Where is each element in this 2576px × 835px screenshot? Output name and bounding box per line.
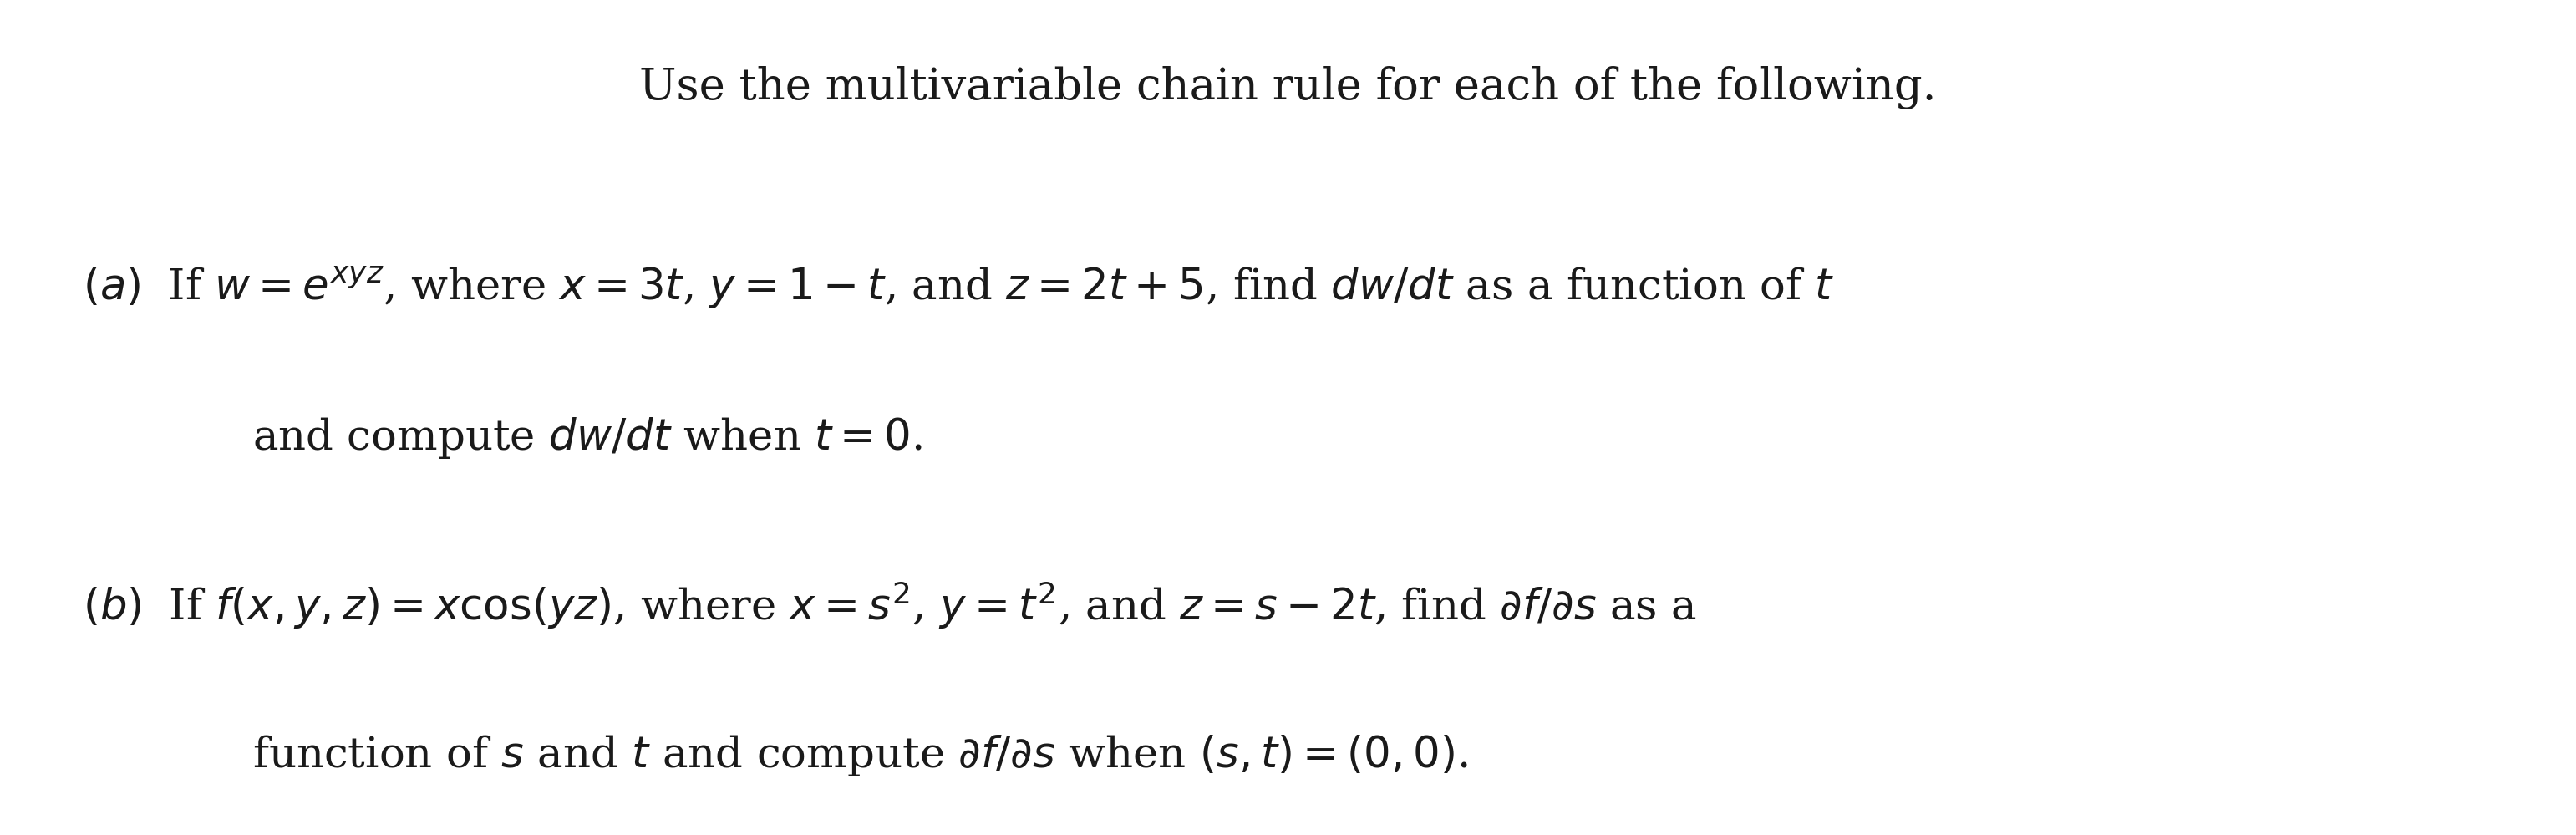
- Text: $(b)\;$ If $f(x,y,z) = x\cos(yz)$, where $x = s^2$, $y = t^2$, and $z = s - 2t$,: $(b)\;$ If $f(x,y,z) = x\cos(yz)$, where…: [82, 579, 1698, 631]
- Text: Use the multivariable chain rule for each of the following.: Use the multivariable chain rule for eac…: [639, 66, 1937, 109]
- Text: $(a)\;$ If $w = e^{xyz}$, where $x = 3t$, $y = 1-t$, and $z = 2t+5$, find $dw/dt: $(a)\;$ If $w = e^{xyz}$, where $x = 3t$…: [82, 265, 1834, 311]
- Text: function of $s$ and $t$ and compute $\partial f/\partial s$ when $(s,t) = (0,0)$: function of $s$ and $t$ and compute $\pa…: [252, 733, 1468, 778]
- Text: and compute $dw/dt$ when $t = 0$.: and compute $dw/dt$ when $t = 0$.: [252, 416, 922, 461]
